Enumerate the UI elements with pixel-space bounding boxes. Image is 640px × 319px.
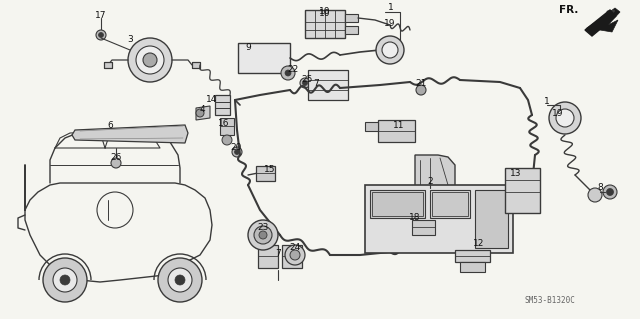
Circle shape <box>234 150 239 154</box>
Bar <box>365 185 513 253</box>
Circle shape <box>382 42 398 58</box>
Text: 7: 7 <box>313 78 319 87</box>
Text: 10: 10 <box>319 8 331 17</box>
Circle shape <box>60 275 70 285</box>
Text: 13: 13 <box>510 169 522 179</box>
Text: 4: 4 <box>199 105 205 114</box>
Circle shape <box>603 185 617 199</box>
Circle shape <box>549 102 581 134</box>
Circle shape <box>53 268 77 292</box>
Circle shape <box>281 66 295 80</box>
Text: 26: 26 <box>110 153 122 162</box>
Text: 20: 20 <box>230 144 242 152</box>
Polygon shape <box>415 155 455 200</box>
Polygon shape <box>378 120 415 142</box>
Polygon shape <box>345 26 358 34</box>
Text: 1: 1 <box>388 4 394 12</box>
Circle shape <box>254 226 272 244</box>
Circle shape <box>300 78 310 88</box>
Bar <box>308 70 348 100</box>
Circle shape <box>303 80 307 85</box>
Text: 17: 17 <box>95 11 107 19</box>
Text: 24: 24 <box>289 243 301 253</box>
Circle shape <box>588 188 602 202</box>
Text: 8: 8 <box>597 183 603 192</box>
Polygon shape <box>220 118 234 135</box>
Text: 18: 18 <box>409 213 420 222</box>
Text: 22: 22 <box>287 64 299 73</box>
Circle shape <box>96 30 106 40</box>
Circle shape <box>285 70 291 76</box>
Polygon shape <box>365 122 378 131</box>
Polygon shape <box>345 14 358 22</box>
Polygon shape <box>258 245 278 268</box>
Text: 3: 3 <box>127 35 133 44</box>
Text: 9: 9 <box>245 43 251 53</box>
Polygon shape <box>588 8 620 32</box>
Text: 19: 19 <box>384 19 396 28</box>
Circle shape <box>290 250 300 260</box>
Circle shape <box>222 135 232 145</box>
Polygon shape <box>104 62 112 68</box>
Polygon shape <box>412 220 435 235</box>
Text: 21: 21 <box>415 78 427 87</box>
Text: SM53-B1320C: SM53-B1320C <box>524 296 575 305</box>
Polygon shape <box>192 62 200 68</box>
Circle shape <box>259 231 267 239</box>
Bar <box>432 192 468 216</box>
Text: 12: 12 <box>474 240 484 249</box>
Polygon shape <box>455 250 490 262</box>
Circle shape <box>143 53 157 67</box>
Polygon shape <box>460 262 485 272</box>
Text: 19: 19 <box>552 109 564 118</box>
Circle shape <box>376 36 404 64</box>
Circle shape <box>285 245 305 265</box>
Polygon shape <box>305 10 345 38</box>
Polygon shape <box>585 10 616 36</box>
Circle shape <box>158 258 202 302</box>
Text: FR.: FR. <box>559 5 578 15</box>
Circle shape <box>175 275 185 285</box>
Text: 16: 16 <box>218 120 230 129</box>
Text: 6: 6 <box>107 122 113 130</box>
Circle shape <box>556 109 574 127</box>
Circle shape <box>168 268 192 292</box>
Bar <box>505 168 540 213</box>
Circle shape <box>111 158 121 168</box>
Polygon shape <box>196 106 210 120</box>
Text: 25: 25 <box>301 75 313 84</box>
Text: 2: 2 <box>427 176 433 186</box>
Text: 14: 14 <box>206 94 218 103</box>
Bar <box>238 43 290 73</box>
Circle shape <box>128 38 172 82</box>
Bar <box>372 192 423 216</box>
Text: 1: 1 <box>544 97 550 106</box>
Bar <box>430 190 470 218</box>
Circle shape <box>136 46 164 74</box>
Polygon shape <box>215 95 230 115</box>
Circle shape <box>99 33 104 38</box>
Polygon shape <box>72 125 188 143</box>
Circle shape <box>232 147 242 157</box>
Text: 10: 10 <box>319 10 331 19</box>
Text: 11: 11 <box>393 122 404 130</box>
Polygon shape <box>282 245 302 268</box>
Circle shape <box>416 85 426 95</box>
Circle shape <box>248 220 278 250</box>
Circle shape <box>196 109 204 117</box>
Polygon shape <box>256 166 275 181</box>
Text: 23: 23 <box>257 224 269 233</box>
Bar <box>475 190 508 248</box>
Circle shape <box>43 258 87 302</box>
Text: 15: 15 <box>264 165 276 174</box>
Bar <box>370 190 425 218</box>
Circle shape <box>607 189 614 196</box>
Text: 7: 7 <box>275 249 281 258</box>
